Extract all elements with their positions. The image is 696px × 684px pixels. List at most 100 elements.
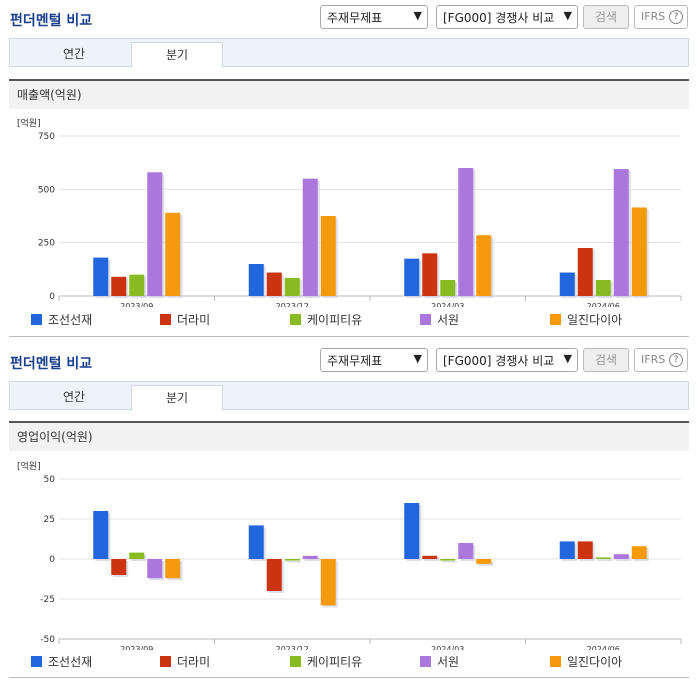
bar [559,541,575,559]
bar [266,559,282,591]
legend-item[interactable]: 케이피티유 [290,313,362,327]
bar [422,253,438,296]
tab-annual[interactable]: 연간 [62,390,86,404]
tab-quarterly[interactable]: 분기 [131,385,223,411]
bar [404,258,420,296]
legend-item[interactable]: 케이피티유 [290,655,362,669]
bar [476,235,492,296]
legend-swatch [31,656,42,667]
bar [129,552,145,559]
bar [111,276,127,296]
bar [165,212,181,296]
x-tick-label: 2024/03 [431,645,464,650]
chart-legend: 조선선재 더라미 케이피티유 서원 일진다이아 [9,655,689,671]
ifrs-label: IFRS [641,353,666,366]
x-tick-label: 2023/12 [276,302,309,307]
bar-shadow [442,561,458,563]
bar [93,257,109,296]
bar [147,172,163,296]
legend-item[interactable]: 서원 [420,655,459,669]
search-button[interactable]: 검색 [583,348,629,372]
bar [165,559,181,579]
bar [613,169,629,296]
legend-label: 서원 [437,655,460,669]
bar [320,216,336,296]
period-tabs: 연간 분기 [9,381,689,411]
y-tick-label: -50 [40,635,55,645]
x-tick-label: 2023/09 [120,302,153,307]
section-divider [9,677,689,678]
legend-label: 일진다이아 [567,313,623,327]
fundamental-section-operating-income: 펀더멘털 비교 주재무제표 ▼ [FG000] 경쟁사 비교 ▼ 검색 IFRS… [0,343,696,684]
bar [631,546,647,559]
bar [577,541,593,559]
y-tick-label: -25 [40,595,55,605]
legend-item[interactable]: 더라미 [160,313,210,327]
bar-shadow [286,561,302,563]
y-tick-label: 0 [49,555,55,565]
legend-item[interactable]: 일진다이아 [550,313,622,327]
bar [595,557,611,559]
ifrs-button[interactable]: IFRS ? [634,5,688,29]
bar [302,178,318,296]
statement-select[interactable]: 주재무제표 ▼ [320,348,428,372]
legend-label: 케이피티유 [307,655,363,669]
bar [320,559,336,606]
bar [302,555,318,559]
statement-select-value: 주재무제표 [327,11,383,25]
legend-swatch [31,314,42,325]
chart-legend: 조선선재 더라미 케이피티유 서원 일진다이아 [9,313,689,329]
y-tick-label: 500 [38,185,55,195]
legend-item[interactable]: 더라미 [160,655,210,669]
section-header: 펀더멘털 비교 주재무제표 ▼ [FG000] 경쟁사 비교 ▼ 검색 IFRS… [0,0,696,34]
y-tick-label: 0 [49,292,55,302]
x-tick-label: 2023/09 [120,645,153,650]
legend-swatch [420,314,431,325]
chevron-down-icon: ▼ [413,352,422,365]
bar [147,559,163,579]
help-icon[interactable]: ? [669,10,683,24]
metric-title-bar: 매출액(억원) [9,79,689,109]
revenue-chart: [억원] 0 250 500 750 2023/09 2023/12 2024/03 2024/… [17,117,682,307]
bar [248,264,264,296]
legend-label: 케이피티유 [307,313,363,327]
legend-swatch [420,656,431,667]
bar [631,207,647,296]
legend-item[interactable]: 일진다이아 [550,655,622,669]
legend-swatch [550,314,561,325]
section-divider [9,336,689,337]
legend-item[interactable]: 조선선재 [31,313,92,327]
section-title: 펀더멘털 비교 [10,13,93,29]
x-tick-label: 2024/06 [587,302,620,307]
tab-quarterly[interactable]: 분기 [131,42,223,68]
y-tick-label: 750 [38,132,55,142]
legend-label: 더라미 [177,655,211,669]
legend-swatch [290,314,301,325]
tab-annual[interactable]: 연간 [62,47,86,61]
ifrs-button[interactable]: IFRS ? [634,348,688,372]
ifrs-label: IFRS [641,10,666,23]
legend-label: 조선선재 [48,655,93,669]
legend-swatch [290,656,301,667]
bar [93,511,109,559]
chevron-down-icon: ▼ [563,352,572,365]
group-select[interactable]: [FG000] 경쟁사 비교 ▼ [436,5,578,29]
group-select[interactable]: [FG000] 경쟁사 비교 ▼ [436,348,578,372]
bar-shadow [304,557,320,561]
section-header: 펀더멘털 비교 주재무제표 ▼ [FG000] 경쟁사 비교 ▼ 검색 IFRS… [0,343,696,377]
bar [577,248,593,296]
group-select-value: [FG000] 경쟁사 비교 [443,11,555,25]
legend-item[interactable]: 서원 [420,313,459,327]
bar [613,554,629,559]
bar [284,277,300,296]
legend-swatch [550,656,561,667]
chevron-down-icon: ▼ [563,9,572,22]
help-icon[interactable]: ? [669,353,683,367]
legend-swatch [160,656,171,667]
statement-select-value: 주재무제표 [327,354,383,368]
statement-select[interactable]: 주재무제표 ▼ [320,5,428,29]
legend-swatch [160,314,171,325]
search-button[interactable]: 검색 [583,5,629,29]
group-select-value: [FG000] 경쟁사 비교 [443,354,555,368]
legend-item[interactable]: 조선선재 [31,655,92,669]
